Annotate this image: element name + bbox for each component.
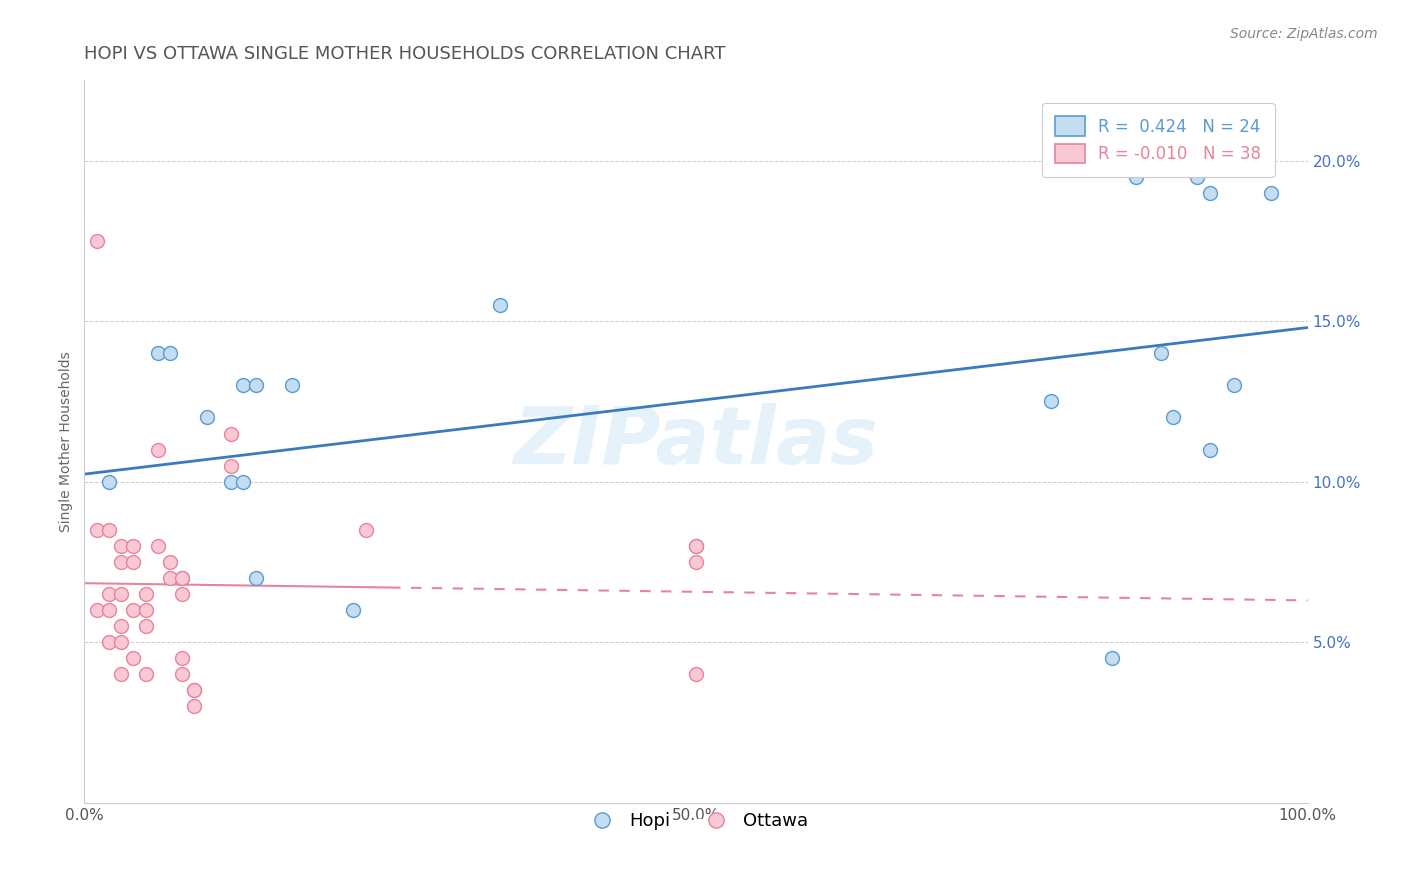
- Point: [245, 378, 267, 392]
- Point: [146, 539, 169, 553]
- Y-axis label: Single Mother Households: Single Mother Households: [59, 351, 73, 532]
- Point: [86, 234, 108, 248]
- Point: [146, 442, 169, 457]
- Point: [1125, 169, 1147, 184]
- Point: [232, 475, 254, 489]
- Point: [97, 587, 120, 601]
- Point: [195, 410, 218, 425]
- Point: [159, 555, 181, 569]
- Point: [281, 378, 304, 392]
- Point: [135, 603, 157, 617]
- Point: [172, 571, 194, 585]
- Point: [1150, 346, 1173, 360]
- Point: [183, 683, 205, 698]
- Point: [146, 346, 169, 360]
- Point: [122, 539, 145, 553]
- Point: [1260, 186, 1282, 200]
- Point: [685, 539, 707, 553]
- Point: [172, 667, 194, 681]
- Point: [110, 539, 132, 553]
- Point: [135, 587, 157, 601]
- Point: [1223, 378, 1246, 392]
- Point: [685, 539, 707, 553]
- Point: [122, 603, 145, 617]
- Point: [685, 667, 707, 681]
- Point: [172, 651, 194, 665]
- Point: [97, 635, 120, 649]
- Text: ZIPatlas: ZIPatlas: [513, 402, 879, 481]
- Point: [110, 667, 132, 681]
- Point: [342, 603, 364, 617]
- Point: [86, 603, 108, 617]
- Point: [1101, 651, 1123, 665]
- Point: [685, 555, 707, 569]
- Point: [159, 346, 181, 360]
- Point: [183, 699, 205, 714]
- Point: [1161, 410, 1184, 425]
- Point: [219, 458, 242, 473]
- Point: [245, 571, 267, 585]
- Point: [183, 683, 205, 698]
- Text: HOPI VS OTTAWA SINGLE MOTHER HOUSEHOLDS CORRELATION CHART: HOPI VS OTTAWA SINGLE MOTHER HOUSEHOLDS …: [84, 45, 725, 63]
- Point: [172, 571, 194, 585]
- Point: [1187, 169, 1209, 184]
- Point: [110, 619, 132, 633]
- Point: [135, 667, 157, 681]
- Point: [232, 378, 254, 392]
- Point: [97, 475, 120, 489]
- Point: [110, 635, 132, 649]
- Text: Source: ZipAtlas.com: Source: ZipAtlas.com: [1230, 27, 1378, 41]
- Point: [219, 475, 242, 489]
- Point: [1039, 394, 1062, 409]
- Point: [86, 523, 108, 537]
- Legend: Hopi, Ottawa: Hopi, Ottawa: [576, 805, 815, 837]
- Point: [122, 555, 145, 569]
- Point: [97, 603, 120, 617]
- Point: [110, 555, 132, 569]
- Point: [1198, 442, 1220, 457]
- Point: [354, 523, 377, 537]
- Point: [489, 298, 512, 312]
- Point: [219, 426, 242, 441]
- Point: [159, 571, 181, 585]
- Point: [135, 619, 157, 633]
- Point: [97, 523, 120, 537]
- Point: [1198, 186, 1220, 200]
- Point: [122, 651, 145, 665]
- Point: [110, 587, 132, 601]
- Point: [172, 587, 194, 601]
